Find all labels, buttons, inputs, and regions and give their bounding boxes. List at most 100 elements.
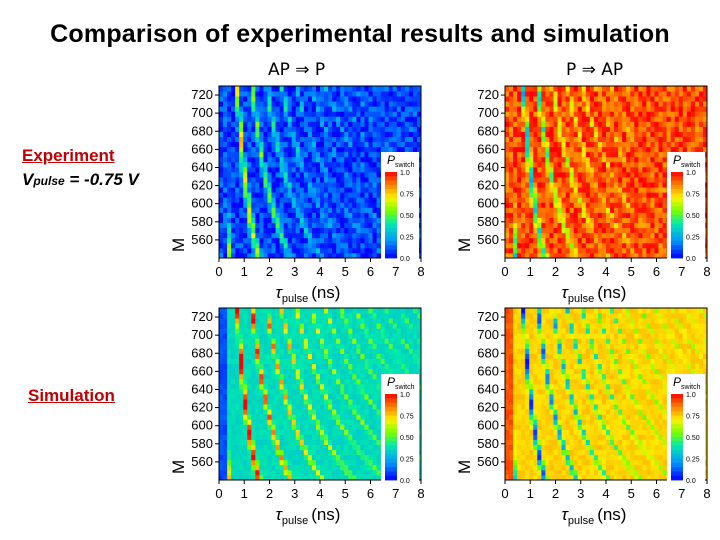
heatmap-cell <box>589 111 595 117</box>
heatmap-cell <box>223 308 228 314</box>
heatmap-cell <box>251 197 256 203</box>
heatmap-cell <box>247 252 252 259</box>
heatmap-cell <box>219 439 224 445</box>
heatmap-cell <box>682 116 688 122</box>
heatmap-cell <box>247 409 252 415</box>
heatmap-cell <box>279 358 285 365</box>
heatmap-cell <box>267 192 272 198</box>
heatmap-cell <box>267 474 272 481</box>
heatmap-cell <box>311 146 317 153</box>
heatmap-cell <box>610 177 615 183</box>
heatmap-cell <box>360 106 365 112</box>
heatmap-cell <box>618 91 623 97</box>
heatmap-cell <box>303 318 309 324</box>
heatmap-cell <box>364 368 369 375</box>
heatmap-cell <box>320 247 325 254</box>
heatmap-cell <box>299 353 305 359</box>
heatmap-cell <box>356 197 361 203</box>
heatmap-cell <box>336 414 341 420</box>
heatmap-cell <box>243 242 248 249</box>
heatmap-cell <box>360 151 365 158</box>
heatmap-cell <box>545 202 550 208</box>
heatmap-cell <box>328 419 333 425</box>
heatmap-cell <box>328 237 333 244</box>
heatmap-cell <box>235 469 240 476</box>
colorbar-tick-label: 0.75 <box>686 192 700 199</box>
heatmap-cell <box>549 86 554 92</box>
heatmap-cell <box>271 227 276 234</box>
heatmap-cell <box>279 308 285 314</box>
heatmap-cell <box>658 227 663 234</box>
heatmap-cell <box>622 227 627 234</box>
heatmap-cell <box>376 252 381 259</box>
heatmap-cell <box>344 126 349 132</box>
heatmap-cell <box>356 348 361 354</box>
heatmap-cell <box>340 444 345 451</box>
heatmap-cell <box>283 121 289 127</box>
heatmap-cell <box>521 222 526 229</box>
heatmap-cell <box>376 177 381 183</box>
heatmap-cell <box>364 192 369 198</box>
heatmap-cell <box>533 96 538 102</box>
heatmap-cell <box>658 172 663 178</box>
heatmap-cell <box>259 151 264 158</box>
heatmap-cell <box>279 439 285 445</box>
heatmap-cell <box>525 172 530 178</box>
heatmap-cell <box>291 151 297 158</box>
heatmap-cell <box>662 247 667 254</box>
heatmap-cell <box>336 343 341 349</box>
heatmap-cell <box>328 202 333 208</box>
heatmap-cell <box>368 373 373 380</box>
heatmap-cell <box>255 217 260 223</box>
heatmap-cell <box>332 394 337 400</box>
heatmap-cell <box>332 217 337 223</box>
heatmap-cell <box>275 146 280 153</box>
heatmap-cell <box>291 469 297 476</box>
heatmap-cell <box>573 177 579 183</box>
heatmap-cell <box>372 166 377 173</box>
heatmap-cell <box>231 91 236 97</box>
heatmap-cell <box>352 237 357 244</box>
heatmap-cell <box>662 182 667 188</box>
heatmap-cell <box>694 146 700 153</box>
heatmap-cell <box>287 151 293 158</box>
heatmap-cell <box>303 121 309 127</box>
heatmap-cell <box>259 399 264 405</box>
heatmap-cell <box>299 459 305 466</box>
heatmap-cell <box>352 121 357 127</box>
heatmap-cell <box>368 348 373 354</box>
heatmap-cell <box>416 192 422 198</box>
heatmap-cell <box>581 116 587 122</box>
heatmap-cell <box>509 101 514 107</box>
heatmap-cell <box>356 394 361 400</box>
heatmap-cell <box>549 237 554 244</box>
heatmap-cell <box>243 313 248 319</box>
heatmap-cell <box>243 166 248 173</box>
heatmap-cell <box>388 101 394 107</box>
heatmap-cell <box>513 121 518 127</box>
heatmap-cell <box>702 126 708 132</box>
heatmap-cell <box>513 136 518 143</box>
heatmap-cell <box>259 121 264 127</box>
heatmap-cell <box>267 333 272 339</box>
heatmap-cell <box>259 313 264 319</box>
heatmap-cell <box>287 388 293 395</box>
heatmap-cell <box>614 96 619 102</box>
heatmap-cell <box>352 252 357 259</box>
heatmap-cell <box>352 429 357 435</box>
heatmap-cell <box>259 318 264 324</box>
heatmap-cell <box>336 358 341 365</box>
heatmap-cell <box>271 121 276 127</box>
heatmap-cell <box>513 222 518 229</box>
heatmap-cell <box>654 247 659 254</box>
heatmap-cell <box>372 126 377 132</box>
heatmap-cell <box>344 429 349 435</box>
heatmap-cell <box>585 156 591 163</box>
heatmap-cell <box>561 242 566 249</box>
heatmap-cell <box>388 91 394 97</box>
heatmap-cell <box>573 197 579 203</box>
heatmap-cell <box>219 424 224 430</box>
heatmap-cell <box>271 192 276 198</box>
heatmap-cell <box>352 232 357 239</box>
heatmap-cell <box>315 353 321 359</box>
